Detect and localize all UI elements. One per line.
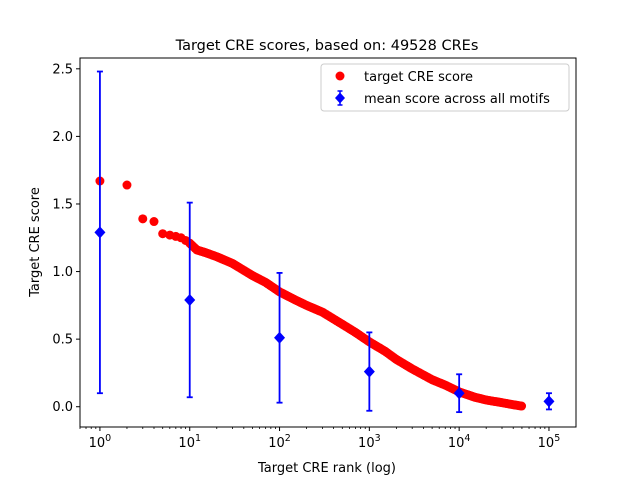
chart-title: Target CRE scores, based on: 49528 CREs [175, 38, 479, 54]
x-axis: 100 101 102 103 104 105 [79, 427, 561, 451]
legend-diamond-marker [335, 92, 345, 104]
legend-label-score: target CRE score [364, 70, 473, 85]
legend-box [320, 63, 570, 112]
mean-point [453, 387, 465, 400]
x-axis-label: Target CRE rank (log) [257, 461, 396, 476]
score-point [158, 229, 168, 239]
x-tick-label: 104 [448, 433, 471, 451]
x-tick-label: 100 [89, 433, 112, 451]
mean-point [274, 331, 286, 344]
score-point [138, 214, 148, 224]
mean-point [363, 365, 375, 378]
y-tick-label: 1.0 [52, 265, 73, 280]
y-tick-label: 0.0 [52, 400, 73, 415]
score-series [95, 176, 527, 411]
score-point [122, 180, 132, 190]
axes-frame [79, 57, 577, 428]
legend: target CRE score mean score across all m… [320, 63, 570, 112]
mean-series [94, 70, 555, 414]
y-tick-label: 2.5 [52, 62, 73, 77]
x-tick-label: 103 [358, 433, 381, 451]
mean-point [184, 293, 196, 306]
x-tick-label: 102 [268, 433, 291, 451]
y-tick-label: 0.5 [52, 333, 73, 348]
y-axis: 0.0 0.5 1.0 1.5 2.0 2.5 [52, 62, 80, 415]
y-tick-label: 2.0 [52, 130, 73, 145]
x-tick-label: 105 [538, 433, 561, 451]
score-point [515, 401, 525, 411]
legend-circle-marker [335, 71, 345, 81]
score-point [149, 217, 159, 227]
legend-label-mean: mean score across all motifs [364, 92, 550, 107]
y-tick-label: 1.5 [52, 197, 73, 212]
x-tick-label: 101 [178, 433, 201, 451]
mean-point [94, 226, 106, 239]
y-axis-label: Target CRE score [28, 187, 43, 298]
mean-point [543, 395, 555, 408]
